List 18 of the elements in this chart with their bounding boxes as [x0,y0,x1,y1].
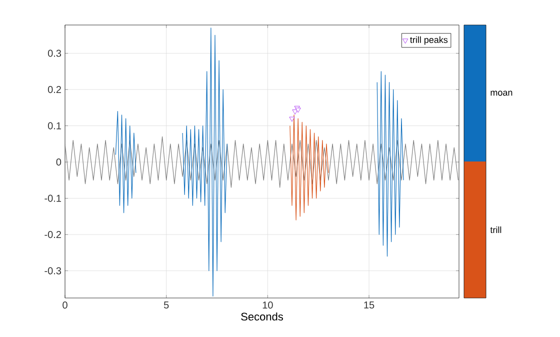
y-tick-label: -0.1 [44,194,61,202]
x-axis-title: Seconds [241,312,283,321]
point [292,110,298,114]
y-tick-label: 0.1 [48,122,61,130]
y-tick-label: 0.2 [48,86,61,94]
x-tick-label: 10 [262,302,273,309]
x-tick-label: 0 [62,302,68,309]
x-tick-label: 5 [164,302,169,308]
y-tick-label: 0 [56,158,62,166]
x-tick-label: 15 [364,302,374,308]
legend-label: trill peaks [410,36,448,45]
legend-label: moan [490,90,512,96]
y-tick-label: -0.2 [44,231,61,238]
y-tick-label: 0.3 [48,50,62,57]
line-series [65,136,458,188]
y-tick-label: -0.3 [44,267,62,274]
point [289,116,295,122]
legend-label: trill [490,226,502,234]
